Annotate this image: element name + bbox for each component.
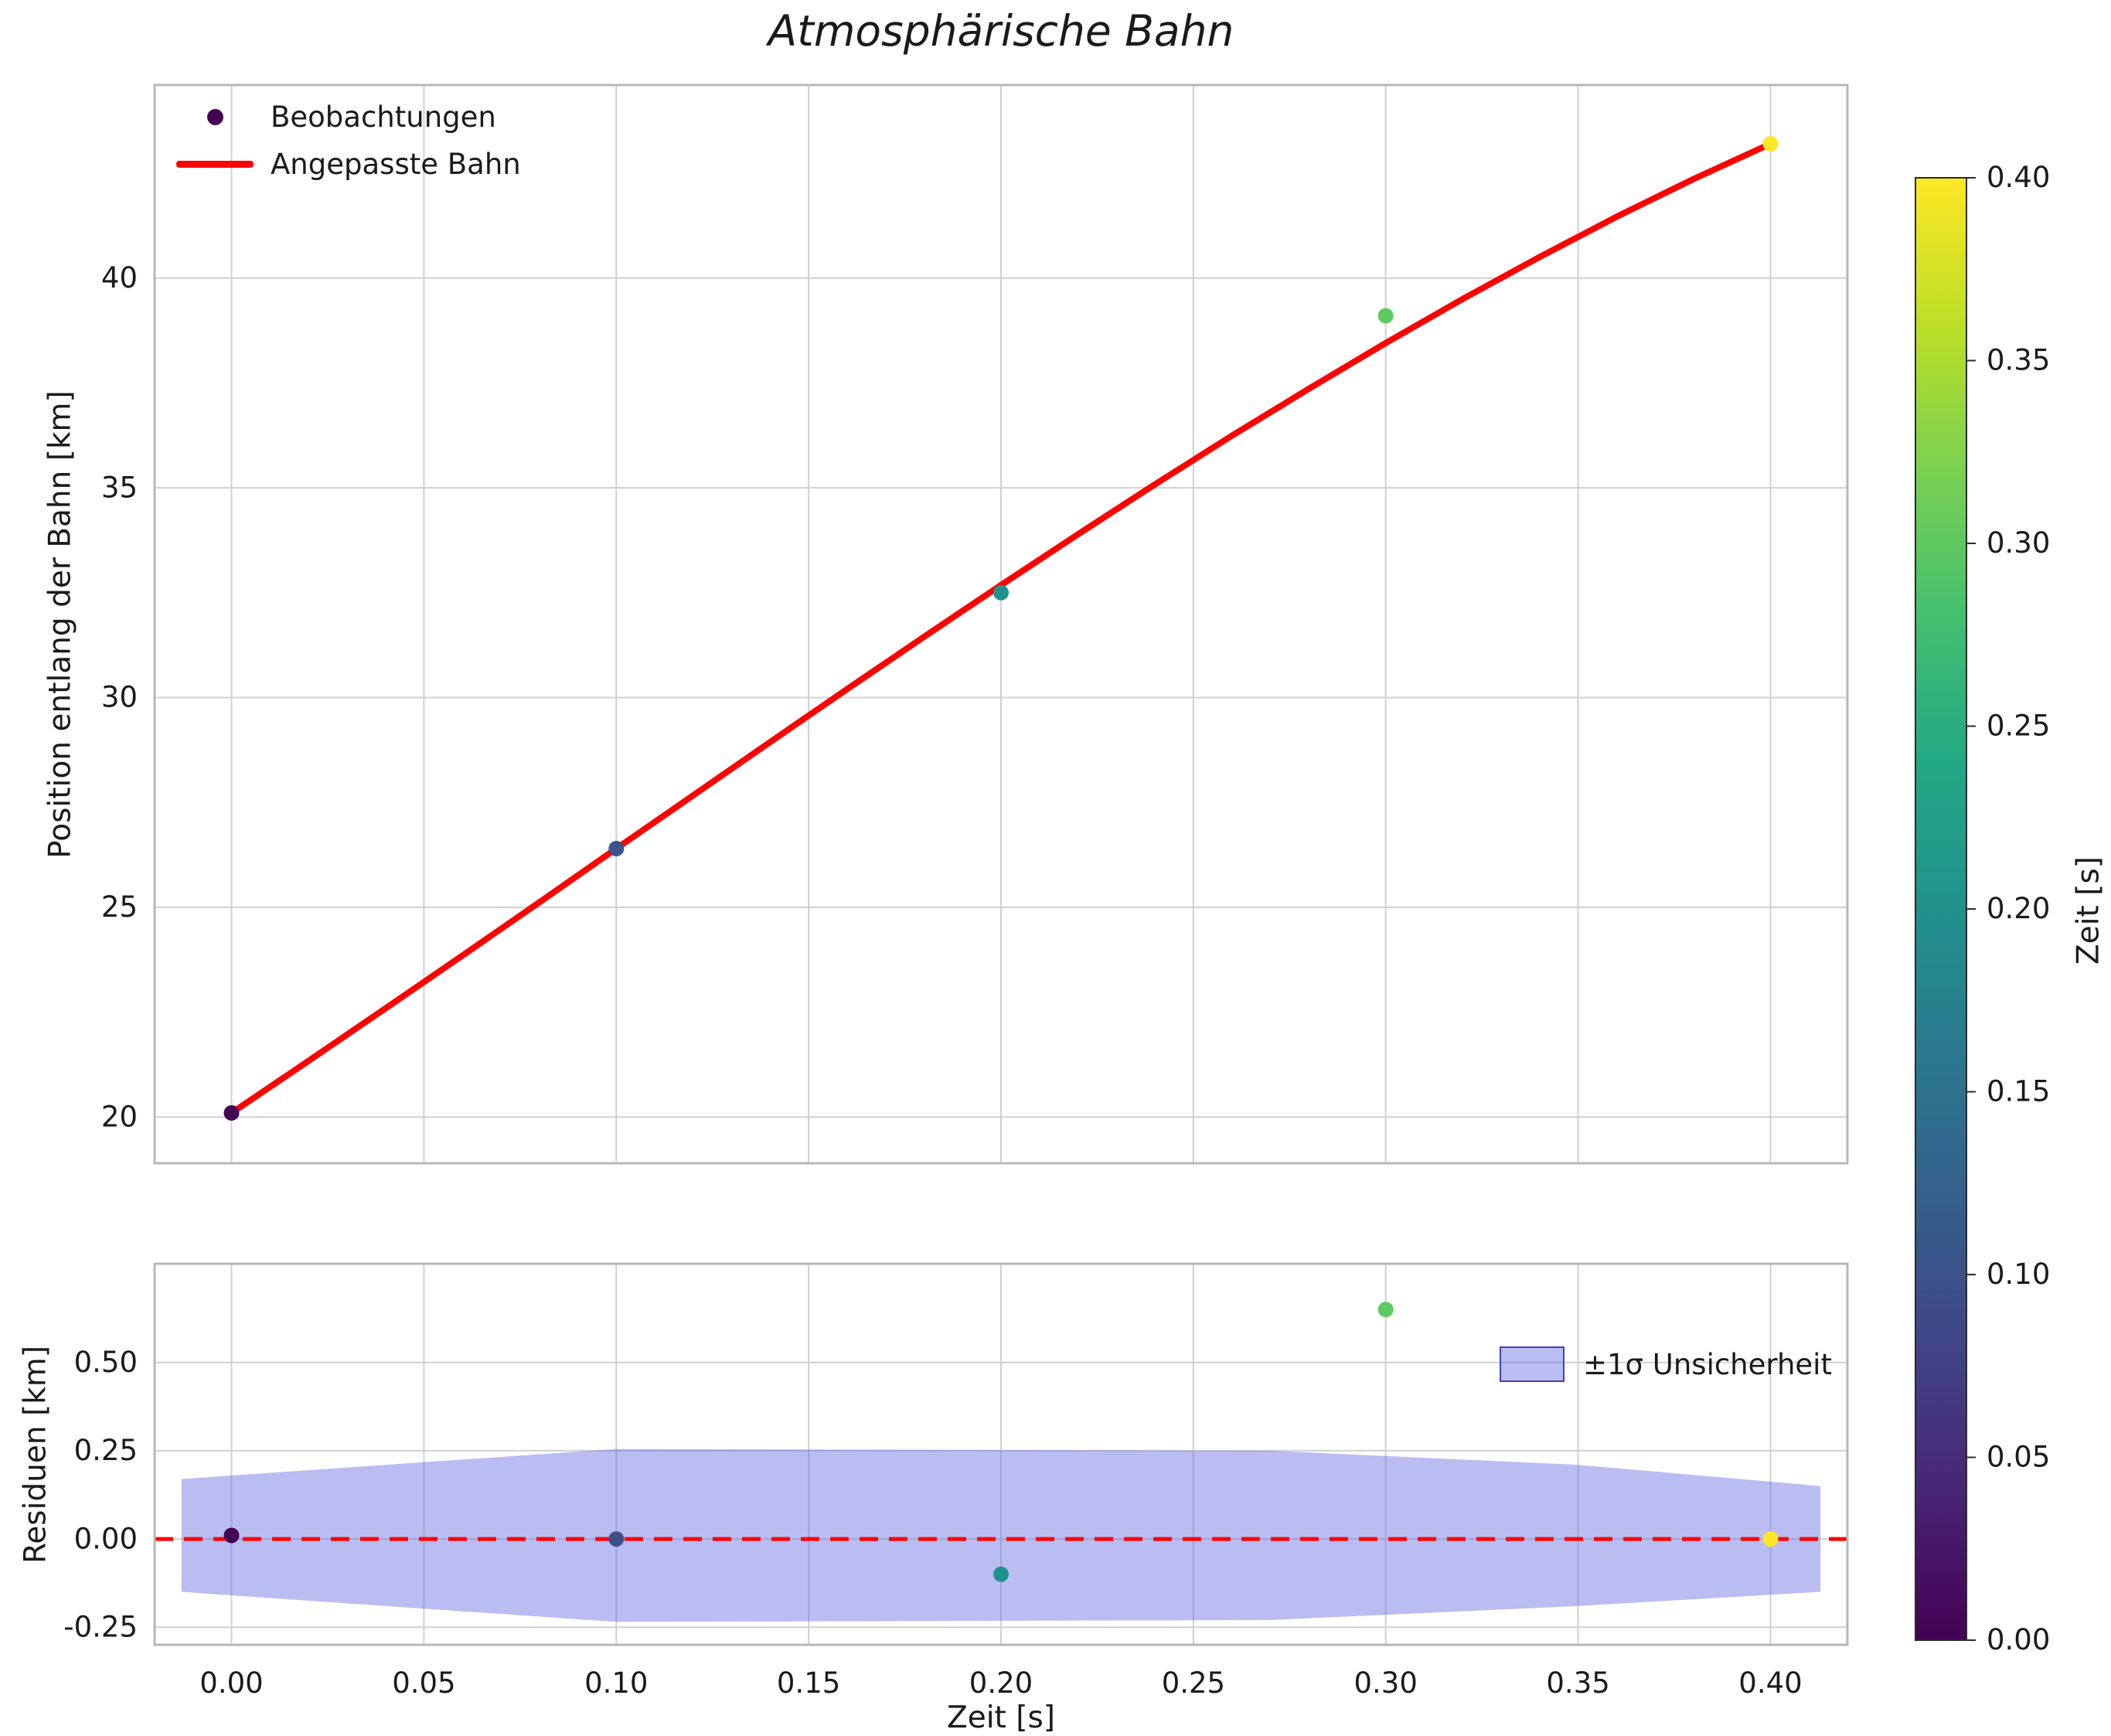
svg-text:25: 25 — [101, 890, 138, 924]
residual-point — [1762, 1531, 1779, 1547]
uncertainty-band — [181, 1448, 1821, 1622]
svg-text:0.20: 0.20 — [1987, 892, 2050, 925]
svg-text:0.00: 0.00 — [199, 1666, 263, 1700]
svg-text:0.05: 0.05 — [1987, 1441, 2050, 1474]
residuals-y-axis-label: Residuen [km] — [18, 1345, 53, 1564]
legend-handle — [175, 161, 255, 168]
svg-text:0.00: 0.00 — [74, 1522, 138, 1555]
observation-point — [608, 840, 625, 856]
svg-text:0.30: 0.30 — [1354, 1666, 1418, 1700]
trajectory-y-axis-label: Position entlang der Bahn [km] — [43, 390, 78, 859]
observation-point — [223, 1105, 240, 1121]
observation-point — [993, 584, 1009, 601]
svg-text:35: 35 — [101, 471, 138, 504]
observation-point — [1377, 308, 1394, 324]
colorbar-tick-labels: 0.00 0.05 0.10 0.15 0.20 0.25 0.30 0.35 0.40 — [1966, 161, 2050, 1656]
svg-text:0.50: 0.50 — [74, 1346, 138, 1379]
legend-uncertainty-label: ±1σ Unsicherheit — [1583, 1347, 1832, 1381]
residual-point — [608, 1531, 625, 1547]
svg-text:0.15: 0.15 — [1987, 1075, 2050, 1108]
svg-text:0.20: 0.20 — [969, 1666, 1033, 1700]
svg-text:0.05: 0.05 — [392, 1666, 455, 1700]
svg-text:0.25: 0.25 — [1987, 710, 2050, 743]
residual-point — [1377, 1302, 1394, 1318]
residuals-y-tick-labels: -0.25 0.00 0.25 0.50 — [63, 1346, 138, 1643]
svg-text:0.40: 0.40 — [1987, 161, 2050, 194]
x-tick-labels: 0.00 0.05 0.10 0.15 0.20 0.25 0.30 0.35 0.40 — [199, 1666, 1802, 1700]
legend-fit-label: Angepasste Bahn — [271, 148, 521, 181]
legend-item-observations: Beobachtungen — [175, 100, 521, 134]
svg-text:0.35: 0.35 — [1546, 1666, 1609, 1700]
legend-handle — [175, 109, 255, 125]
svg-text:0.10: 0.10 — [1987, 1258, 2050, 1291]
svg-text:0.25: 0.25 — [74, 1434, 138, 1467]
residuals-frame — [153, 1262, 1849, 1646]
trajectory-frame — [153, 83, 1849, 1165]
colorbar-gradient — [1915, 177, 1967, 1641]
residual-point — [993, 1566, 1009, 1582]
residuals-legend: ±1σ Unsicherheit — [1500, 1346, 1832, 1382]
svg-text:0.25: 0.25 — [1162, 1666, 1225, 1700]
svg-text:0.40: 0.40 — [1738, 1666, 1802, 1700]
uncertainty-band-icon — [1500, 1346, 1565, 1382]
svg-text:20: 20 — [101, 1101, 138, 1134]
svg-text:0.10: 0.10 — [584, 1666, 648, 1700]
trajectory-y-tick-labels: 20 25 30 35 40 — [101, 261, 138, 1134]
chart-title: Atmosphärische Bahn — [768, 6, 1234, 56]
observations-marker-icon — [206, 109, 223, 125]
trajectory-legend: Beobachtungen Angepasste Bahn — [175, 100, 521, 181]
residual-point — [223, 1527, 240, 1544]
svg-text:-0.25: -0.25 — [63, 1610, 138, 1643]
svg-text:0.30: 0.30 — [1987, 526, 2050, 560]
legend-item-fit: Angepasste Bahn — [175, 148, 521, 181]
observation-point — [1762, 136, 1779, 151]
svg-text:0.35: 0.35 — [1987, 344, 2050, 377]
x-axis-label: Zeit [s] — [947, 1700, 1055, 1735]
svg-text:30: 30 — [101, 681, 138, 714]
colorbar-label: Zeit [s] — [2071, 856, 2106, 965]
legend-observations-label: Beobachtungen — [271, 100, 496, 134]
svg-text:40: 40 — [101, 261, 138, 294]
svg-text:0.15: 0.15 — [777, 1666, 840, 1700]
svg-text:0.00: 0.00 — [1987, 1623, 2050, 1656]
fit-line-marker-icon — [176, 161, 254, 168]
